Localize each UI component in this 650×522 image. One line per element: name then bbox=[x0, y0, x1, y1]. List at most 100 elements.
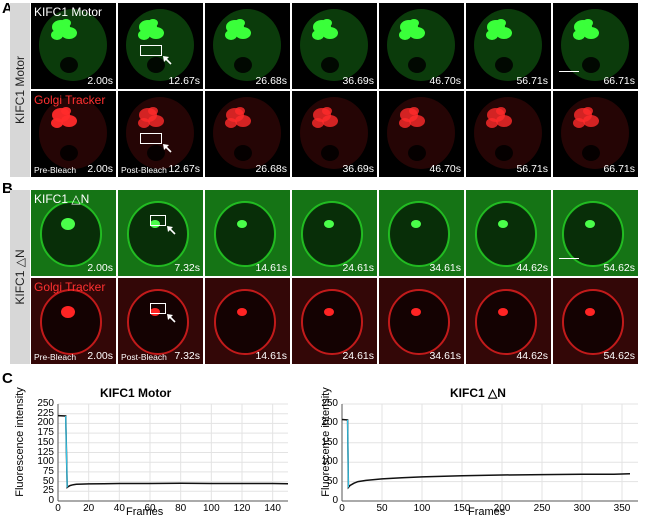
microscopy-panel: 12.67s bbox=[118, 3, 203, 89]
microscopy-panel: 44.62s bbox=[466, 278, 551, 364]
microscopy-panel: 34.61s bbox=[379, 190, 464, 276]
timestamp-label: 44.62s bbox=[516, 262, 548, 274]
microscopy-panel: 46.70s bbox=[379, 91, 464, 177]
microscopy-panel: 24.61s bbox=[292, 278, 377, 364]
x-axis-label: Frames bbox=[126, 506, 164, 518]
bleach-stage-label: Post-Bleach bbox=[121, 165, 167, 175]
x-tick-label: 300 bbox=[573, 503, 591, 514]
chart-title: KIFC1 △N bbox=[450, 386, 506, 400]
microscopy-image bbox=[292, 278, 377, 364]
arrow-icon bbox=[163, 144, 172, 153]
microscopy-panel: 56.71s bbox=[466, 3, 551, 89]
microscopy-panel: 44.62s bbox=[466, 190, 551, 276]
timestamp-label: 34.61s bbox=[429, 350, 461, 362]
microscopy-image bbox=[205, 190, 290, 276]
section-b-sidebar: KIFC1 △N bbox=[10, 190, 30, 364]
timestamp-label: 7.32s bbox=[174, 350, 200, 362]
microscopy-panel: 66.71s bbox=[553, 3, 638, 89]
microscopy-image bbox=[379, 190, 464, 276]
x-tick-label: 140 bbox=[264, 503, 281, 514]
microscopy-image bbox=[379, 3, 464, 89]
timestamp-label: 54.62s bbox=[603, 262, 635, 274]
y-tick-label: 0 bbox=[48, 495, 54, 506]
line-chart bbox=[341, 403, 638, 502]
y-tick-label: 125 bbox=[37, 446, 54, 458]
timestamp-label: 24.61s bbox=[342, 262, 374, 274]
panel-label-a: A bbox=[2, 0, 13, 17]
timestamp-label: 54.62s bbox=[603, 350, 635, 362]
y-tick-label: 50 bbox=[42, 475, 54, 487]
timestamp-label: 66.71s bbox=[603, 163, 635, 175]
microscopy-image bbox=[553, 190, 638, 276]
image-row: KIFC1 △N 2.00s 7.32s 14.61s 24.61s 34.61s 44.6… bbox=[31, 190, 640, 276]
bleach-stage-label: Post-Bleach bbox=[121, 352, 167, 362]
microscopy-panel: 14.61s bbox=[205, 278, 290, 364]
y-tick-label: 200 bbox=[321, 417, 338, 429]
microscopy-image bbox=[31, 190, 116, 276]
y-tick-label: 0 bbox=[332, 495, 338, 506]
microscopy-image bbox=[292, 91, 377, 177]
timestamp-label: 36.69s bbox=[342, 75, 374, 87]
microscopy-image bbox=[466, 91, 551, 177]
microscopy-image bbox=[31, 278, 116, 364]
scale-bar bbox=[559, 71, 579, 72]
channel-label: KIFC1 △N bbox=[34, 192, 90, 206]
section-a-sidebar: KIFC1 Motor bbox=[10, 3, 30, 177]
microscopy-panel: Golgi Tracker 2.00s Pre-Bleach bbox=[31, 278, 116, 364]
x-tick-label: 200 bbox=[493, 503, 511, 514]
microscopy-panel: 36.69s bbox=[292, 3, 377, 89]
timestamp-label: 24.61s bbox=[342, 350, 374, 362]
y-tick-label: 100 bbox=[321, 456, 338, 468]
microscopy-image bbox=[466, 278, 551, 364]
arrow-icon bbox=[167, 314, 176, 323]
channel-label: Golgi Tracker bbox=[34, 93, 106, 107]
channel-label: KIFC1 Motor bbox=[34, 5, 103, 19]
timestamp-label: 66.71s bbox=[603, 75, 635, 87]
microscopy-panel: 34.61s bbox=[379, 278, 464, 364]
timestamp-label: 46.70s bbox=[429, 163, 461, 175]
timestamp-label: 2.00s bbox=[87, 75, 113, 87]
timestamp-label: 12.67s bbox=[168, 163, 200, 175]
microscopy-panel: 7.32s Post-Bleach bbox=[118, 278, 203, 364]
microscopy-image bbox=[205, 3, 290, 89]
microscopy-image bbox=[205, 278, 290, 364]
x-tick-label: 40 bbox=[113, 503, 125, 514]
section-a-side-label: KIFC1 Motor bbox=[13, 55, 27, 125]
series-line bbox=[341, 418, 631, 490]
image-row: KIFC1 Motor 2.00s 12.67s 26.68s 36.69s 46.70s… bbox=[31, 3, 640, 89]
microscopy-panel: 46.70s bbox=[379, 3, 464, 89]
bleach-stage-label: Pre-Bleach bbox=[34, 352, 77, 362]
y-tick-label: 150 bbox=[321, 436, 338, 448]
x-tick-label: 250 bbox=[533, 503, 551, 514]
microscopy-image bbox=[379, 91, 464, 177]
x-tick-label: 20 bbox=[83, 503, 95, 514]
microscopy-image bbox=[379, 278, 464, 364]
timestamp-label: 12.67s bbox=[168, 75, 200, 87]
microscopy-panel: 14.61s bbox=[205, 190, 290, 276]
y-tick-label: 150 bbox=[37, 436, 54, 448]
y-tick-label: 100 bbox=[37, 456, 54, 468]
y-tick-label: 250 bbox=[321, 398, 338, 409]
image-row: Golgi Tracker 2.00s Pre-Bleach 7.32s Post-Bl… bbox=[31, 278, 640, 364]
bleach-drop-segment bbox=[347, 419, 349, 488]
y-tick-label: 200 bbox=[37, 417, 54, 429]
timestamp-label: 26.68s bbox=[255, 75, 287, 87]
y-tick-label: 75 bbox=[42, 465, 54, 477]
microscopy-image bbox=[31, 91, 116, 177]
microscopy-image bbox=[553, 3, 638, 89]
x-axis-label: Frames bbox=[468, 506, 506, 518]
x-tick-label: 100 bbox=[202, 503, 220, 514]
timestamp-label: 34.61s bbox=[429, 262, 461, 274]
timestamp-label: 26.68s bbox=[255, 163, 287, 175]
microscopy-panel: Golgi Tracker 2.00s Pre-Bleach bbox=[31, 91, 116, 177]
timestamp-label: 14.61s bbox=[255, 350, 287, 362]
bleach-roi-box bbox=[140, 133, 162, 144]
x-tick-label: 50 bbox=[376, 503, 388, 514]
microscopy-image bbox=[553, 91, 638, 177]
timestamp-label: 44.62s bbox=[516, 350, 548, 362]
y-tick-label: 25 bbox=[42, 485, 54, 497]
microscopy-panel: KIFC1 △N 2.00s bbox=[31, 190, 116, 276]
microscopy-panel: 24.61s bbox=[292, 190, 377, 276]
microscopy-panel: 54.62s bbox=[553, 278, 638, 364]
microscopy-panel: 56.71s bbox=[466, 91, 551, 177]
